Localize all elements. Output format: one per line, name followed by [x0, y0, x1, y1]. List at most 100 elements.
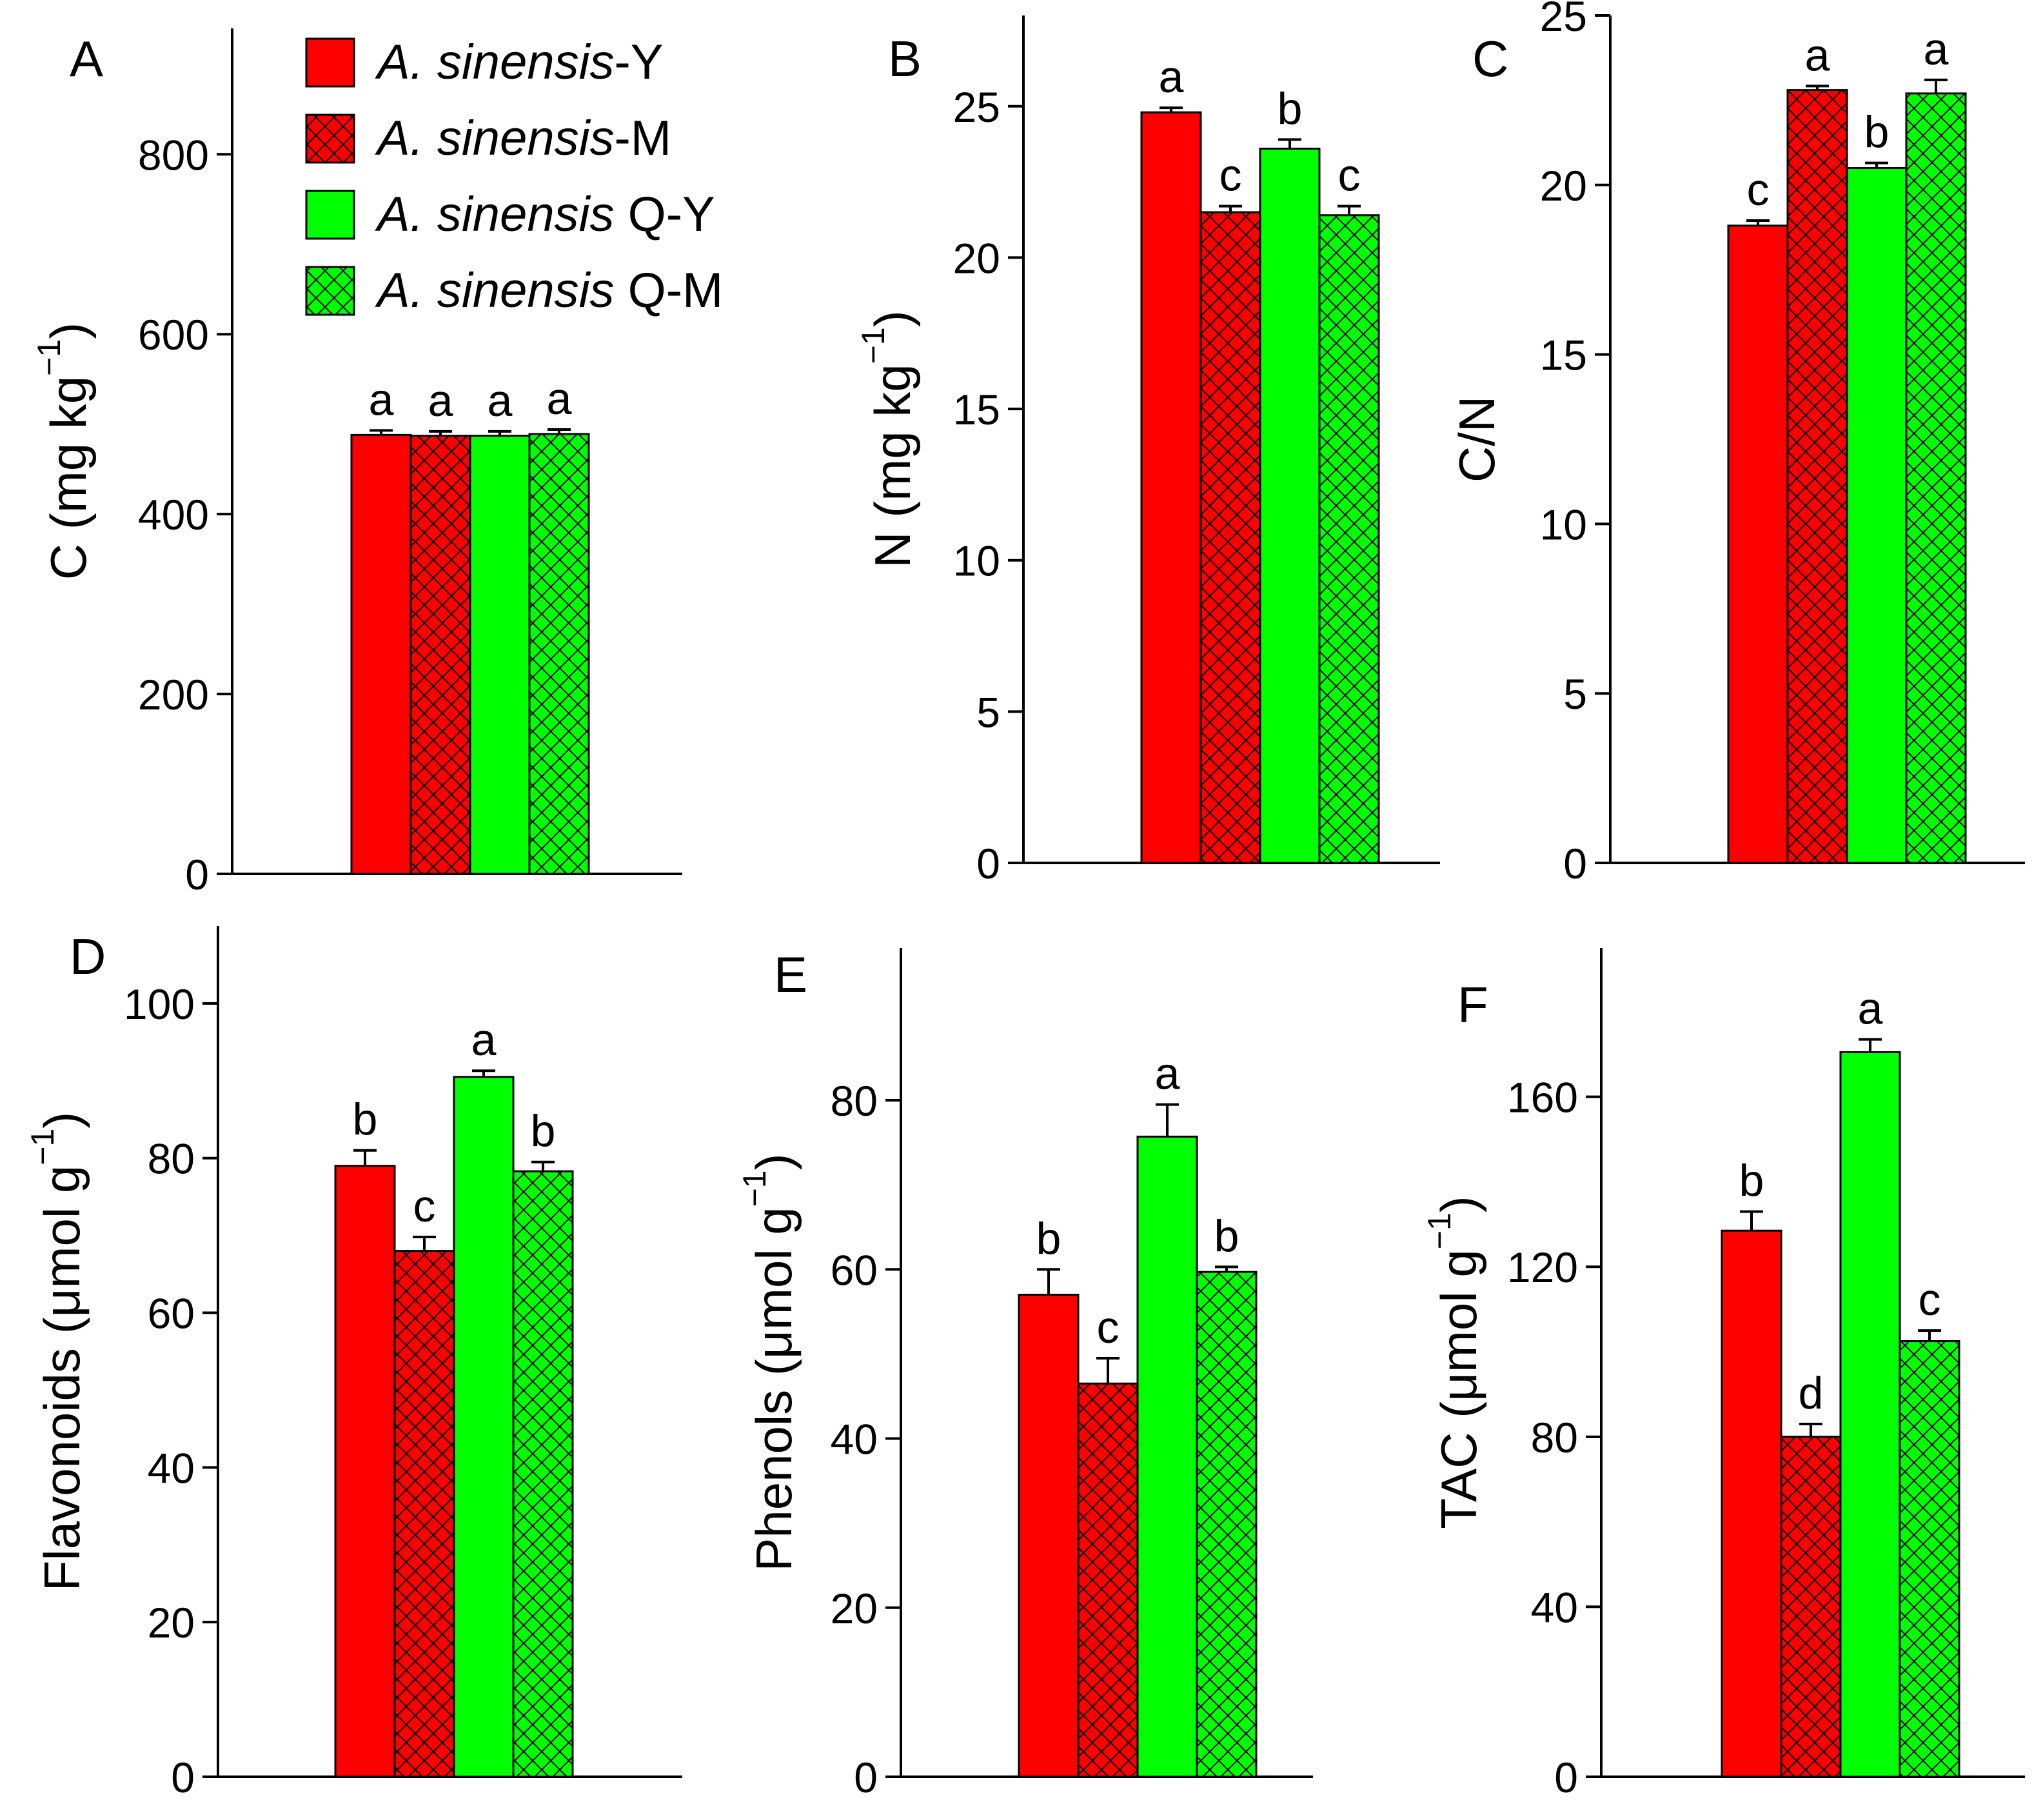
y-tick-label: 20 — [148, 1599, 195, 1647]
y-tick-label: 20 — [1540, 162, 1587, 210]
legend-label: A. sinensis-Y — [375, 35, 664, 90]
y-tick-label: 600 — [138, 311, 209, 359]
y-tick-label: 15 — [953, 386, 1000, 433]
y-tick-label: 5 — [1563, 670, 1587, 718]
y-tick-label: 400 — [138, 491, 209, 539]
bar-a-sinensis-m — [1199, 211, 1261, 864]
bar-a-sinensis-q-m — [1905, 92, 1967, 864]
legend-swatch — [305, 114, 355, 164]
y-tick-label: 0 — [185, 851, 209, 898]
significance-label: d — [1799, 1368, 1824, 1418]
bar-a-sinensis-q-m — [528, 433, 590, 875]
y-tick-label: 0 — [171, 1754, 195, 1801]
bar-a-sinensis-q-y — [469, 435, 531, 875]
y-tick-label: 40 — [148, 1444, 195, 1492]
legend-label: A. sinensis Q-M — [375, 263, 723, 318]
bar-a-sinensis-q-m — [1899, 1340, 1960, 1778]
significance-label: c — [1747, 164, 1770, 215]
y-tick-label: 0 — [1563, 840, 1587, 887]
bar-a-sinensis-m — [1077, 1382, 1139, 1778]
bar-a-sinensis-y — [1140, 111, 1202, 864]
y-tick-label: 0 — [854, 1754, 878, 1801]
significance-label: c — [1919, 1274, 1941, 1325]
significance-label: a — [1159, 52, 1184, 102]
significance-label: c — [413, 1181, 436, 1231]
panel-f: 0 40 80 120 160 F TAC (μmol g−1) b d a c — [1421, 948, 2025, 1801]
y-tick-label: 80 — [148, 1135, 195, 1183]
significance-label: b — [1278, 83, 1303, 134]
y-tick-label: 100 — [124, 980, 195, 1028]
y-tick-label: 5 — [976, 688, 1000, 736]
y-axis-title-c: C/N — [1448, 396, 1505, 482]
panel-label-a: A — [70, 30, 103, 87]
y-tick-label: 20 — [831, 1585, 878, 1632]
panel-label-e: E — [774, 946, 807, 1003]
bar-a-sinensis-q-y — [1846, 167, 1908, 864]
bar-a-sinensis-y — [350, 433, 412, 875]
bar-a-sinensis-y — [1721, 1229, 1782, 1778]
bar-a-sinensis-q-y — [1136, 1135, 1198, 1778]
y-tick-label: 40 — [1531, 1583, 1578, 1631]
bar-a-sinensis-m — [1786, 89, 1848, 864]
significance-label: a — [488, 375, 513, 426]
y-axis-title-f: TAC (μmol g−1) — [1421, 1196, 1486, 1529]
y-tick-label: 200 — [138, 671, 209, 718]
bar-a-sinensis-q-m — [512, 1170, 574, 1778]
significance-label: a — [471, 1014, 497, 1065]
y-tick-label: 800 — [138, 131, 209, 179]
y-tick-label: 15 — [1540, 331, 1587, 379]
y-tick-label: 80 — [831, 1077, 878, 1125]
legend-swatch — [305, 37, 355, 88]
y-tick-label: 60 — [148, 1290, 195, 1338]
significance-label: b — [531, 1106, 556, 1156]
y-axis-title-a: C (mg kg−1) — [31, 322, 96, 580]
y-axis-title-b: N (mg kg−1) — [855, 310, 920, 568]
bar-a-sinensis-m — [1780, 1436, 1842, 1778]
legend-label: A. sinensis-M — [375, 111, 671, 166]
significance-label: b — [1036, 1213, 1061, 1263]
y-axis-title-d: Flavonoids (μmol g−1) — [25, 1112, 90, 1592]
panel-c: 0 5 10 15 20 25 C C/N c aba — [1448, 0, 2025, 887]
bar-a-sinensis-y — [1727, 224, 1789, 864]
significance-label: a — [1155, 1049, 1180, 1099]
panel-label-b: B — [888, 30, 922, 87]
bar-a-sinensis-q-m — [1318, 214, 1380, 864]
significance-label: a — [1858, 984, 1883, 1034]
bar-a-sinensis-y — [1018, 1294, 1080, 1778]
y-tick-label: 120 — [1507, 1243, 1578, 1291]
bar-a-sinensis-q-m — [1196, 1271, 1258, 1778]
y-tick-label: 0 — [976, 840, 1000, 887]
y-tick-label: 80 — [1531, 1414, 1578, 1461]
legend-label: A. sinensis Q-Y — [375, 187, 715, 242]
significance-label: a — [369, 374, 394, 424]
significance-label: b — [353, 1094, 378, 1145]
significance-label: c — [1338, 150, 1361, 201]
y-tick-label: 10 — [953, 537, 1000, 585]
legend: A. sinensis-Y A. sinensis-M A. sinensis Q-… — [305, 35, 723, 318]
y-tick-label: 25 — [1540, 0, 1587, 40]
y-tick-label: 25 — [953, 83, 1000, 131]
bar-a-sinensis-q-y — [1839, 1051, 1901, 1778]
significance-label: a — [1805, 30, 1830, 80]
significance-label: c — [1219, 150, 1242, 201]
y-tick-label: 20 — [953, 234, 1000, 282]
bar-a-sinensis-m — [410, 435, 471, 875]
y-tick-label: 0 — [1554, 1754, 1578, 1801]
significance-label: b — [1739, 1156, 1764, 1206]
panel-label-f: F — [1457, 976, 1488, 1033]
significance-label: a — [547, 373, 572, 424]
significance-label: a — [1924, 24, 1949, 74]
significance-label: b — [1864, 107, 1890, 157]
y-tick-label: 10 — [1540, 500, 1587, 548]
y-tick-label: 160 — [1507, 1074, 1578, 1122]
y-axis-title-e: Phenols (μmol g−1) — [736, 1153, 802, 1571]
legend-swatch — [305, 266, 355, 316]
y-tick-label: 40 — [831, 1416, 878, 1463]
legend-swatch — [305, 190, 355, 240]
panel-label-d: D — [70, 928, 106, 985]
